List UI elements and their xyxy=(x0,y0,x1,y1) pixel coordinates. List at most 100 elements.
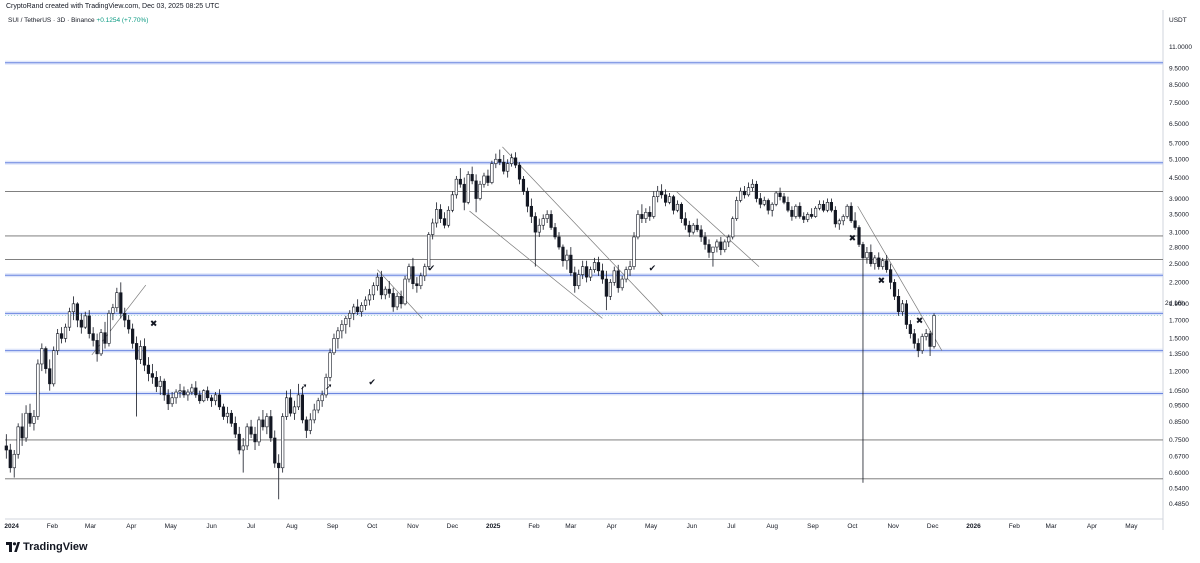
candle-up xyxy=(813,206,818,218)
candle-up xyxy=(494,153,498,169)
x-tick-label: Jun xyxy=(687,523,698,530)
candle-down xyxy=(48,359,52,391)
candle-up xyxy=(727,234,731,248)
candle-down xyxy=(470,166,474,185)
candle-body xyxy=(257,419,261,443)
candle-down xyxy=(198,390,202,404)
candle-body xyxy=(529,205,533,217)
candle-body xyxy=(12,453,16,469)
candle-down xyxy=(95,333,99,362)
candle-body xyxy=(510,157,514,164)
tradingview-wordmark: TradingView xyxy=(23,541,88,553)
candle-body xyxy=(56,333,60,351)
candle-body xyxy=(596,262,601,272)
candle-body xyxy=(474,180,478,199)
candle-up xyxy=(806,212,810,223)
candle-body xyxy=(829,202,833,211)
candle-down xyxy=(869,244,873,267)
y-tick-label: 1.2000 xyxy=(1169,368,1189,375)
candle-up xyxy=(174,389,178,404)
candle-body xyxy=(912,333,916,344)
candle-body xyxy=(869,252,873,264)
candle-up xyxy=(652,191,656,219)
candle-body xyxy=(679,203,683,219)
candle-body xyxy=(91,333,95,341)
candle-body xyxy=(375,276,380,287)
candle-body xyxy=(632,236,636,267)
candle-body xyxy=(608,282,612,297)
candle-up xyxy=(478,180,482,201)
candle-body xyxy=(774,192,778,205)
candle-body xyxy=(766,200,770,211)
candle-body xyxy=(79,319,83,328)
candle-body xyxy=(900,303,905,313)
candle-body xyxy=(4,445,8,451)
candle-up xyxy=(16,423,20,459)
candle-up xyxy=(865,247,869,264)
tradingview-logo[interactable]: TradingView xyxy=(6,541,88,553)
candle-down xyxy=(233,416,237,438)
candle-body xyxy=(206,390,210,399)
annotation-marker: ✖ xyxy=(916,317,924,327)
candle-down xyxy=(766,198,770,215)
candle-down xyxy=(462,177,466,211)
candle-down xyxy=(391,287,395,312)
candle-down xyxy=(261,410,265,431)
candle-up xyxy=(632,232,636,270)
y-tick-label: 6.5000 xyxy=(1169,121,1189,128)
x-tick-label: May xyxy=(1125,523,1138,530)
candle-body xyxy=(154,377,158,387)
candle-down xyxy=(671,194,676,215)
x-tick-label: Dec xyxy=(927,523,939,530)
candle-body xyxy=(537,224,541,233)
candle-up xyxy=(624,266,628,283)
y-tick-label: 5.1000 xyxy=(1169,157,1189,164)
candle-body xyxy=(435,209,439,224)
candle-body xyxy=(660,190,664,196)
candle-up xyxy=(178,383,182,398)
candle-up xyxy=(332,333,336,355)
y-tick-label: 1.0500 xyxy=(1169,388,1189,395)
candle-body xyxy=(719,241,723,250)
candle-up xyxy=(490,160,494,185)
candle-body xyxy=(592,262,597,270)
candle-down xyxy=(790,206,794,221)
candle-body xyxy=(521,178,526,192)
candle-body xyxy=(411,266,415,284)
candle-up xyxy=(435,202,439,228)
candle-up xyxy=(545,210,549,223)
candle-body xyxy=(502,161,506,172)
candle-up xyxy=(628,260,632,276)
candle-up xyxy=(644,208,648,223)
candle-body xyxy=(640,214,644,219)
candle-down xyxy=(754,180,758,203)
candle-up xyxy=(881,257,885,270)
candle-body xyxy=(99,332,103,355)
candle-up xyxy=(837,218,841,230)
candle-body xyxy=(269,416,273,439)
y-tick-label: 2.8000 xyxy=(1169,244,1189,251)
candle-up xyxy=(873,255,877,270)
candle-body xyxy=(150,373,154,378)
x-tick-label: Mar xyxy=(565,523,577,530)
candle-down xyxy=(75,302,79,328)
candle-body xyxy=(482,175,486,185)
candle-body xyxy=(817,203,822,209)
candle-body xyxy=(71,303,76,313)
candle-up xyxy=(588,266,593,282)
candle-body xyxy=(652,196,656,217)
candle-down xyxy=(853,212,857,230)
candle-body xyxy=(273,437,277,464)
candle-body xyxy=(304,419,308,431)
candle-body xyxy=(360,305,364,313)
x-tick-label: Sep xyxy=(327,523,339,530)
candle-body xyxy=(620,278,624,289)
candle-body xyxy=(727,236,731,243)
candle-body xyxy=(387,288,391,294)
candle-down xyxy=(798,202,802,219)
candle-down xyxy=(154,371,158,393)
candle-body xyxy=(261,419,265,428)
candle-down xyxy=(415,277,419,293)
candle-body xyxy=(75,303,79,321)
